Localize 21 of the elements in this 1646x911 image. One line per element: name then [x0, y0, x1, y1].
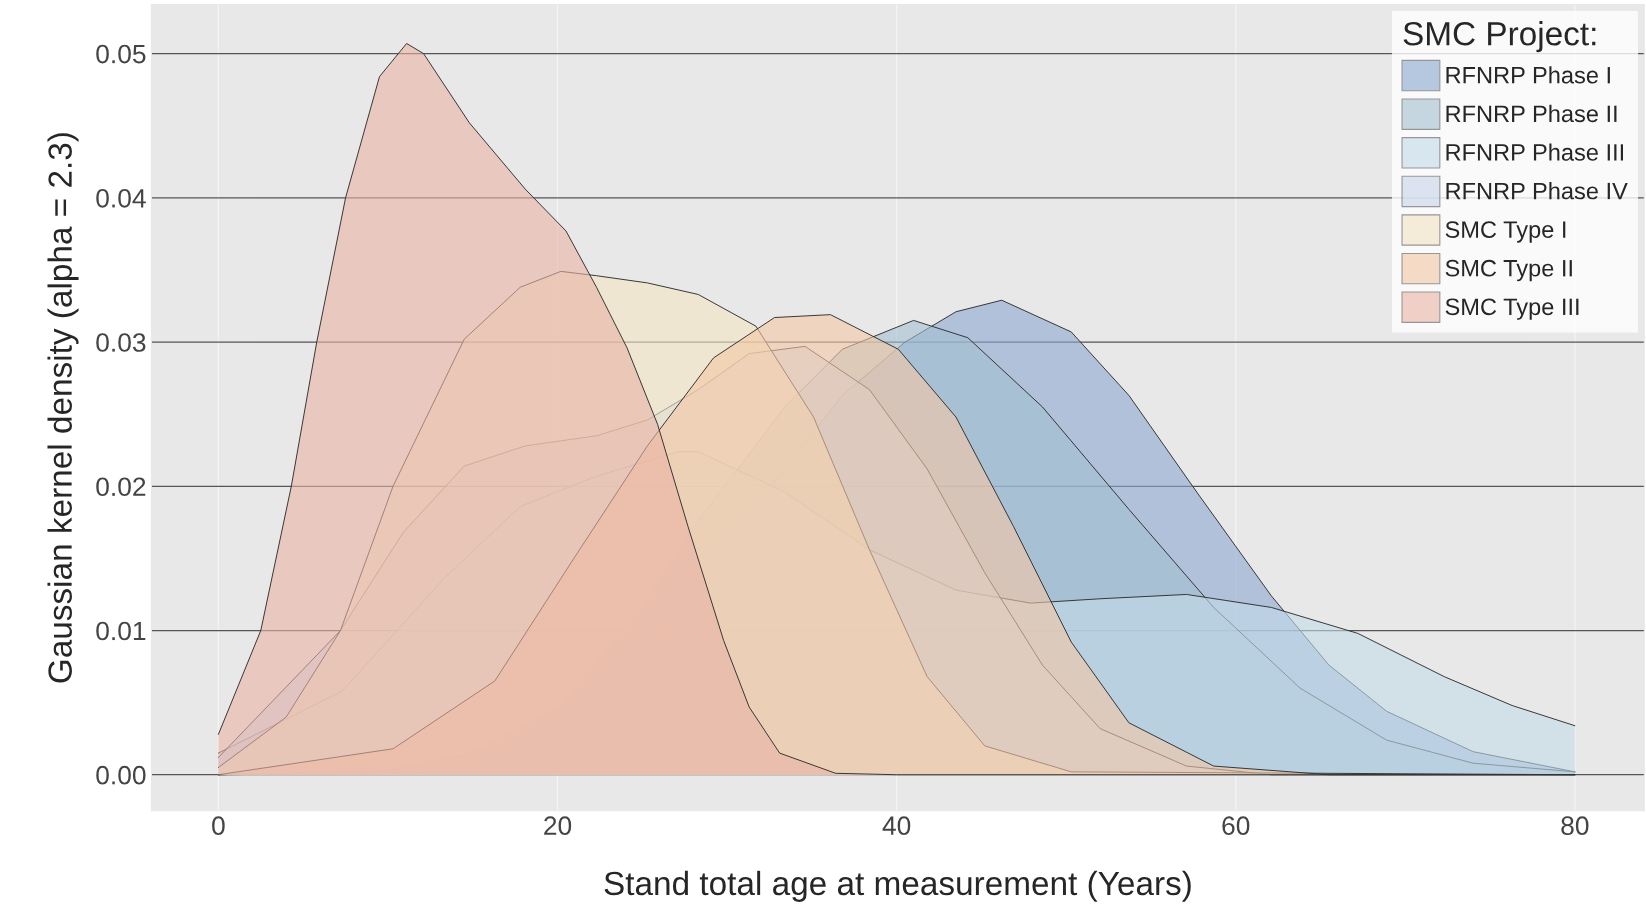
- legend-label: SMC Type I: [1445, 221, 1566, 243]
- y-tick-label: 0.00: [96, 765, 146, 785]
- x-tick-label: 60: [1222, 816, 1250, 836]
- x-tick-label: 40: [882, 816, 911, 836]
- y-tick-label: 0.03: [96, 333, 146, 352]
- legend-label: SMC Type II: [1445, 259, 1572, 282]
- y-tick-label: 0.05: [96, 44, 146, 64]
- legend-title: SMC Project:: [1403, 21, 1596, 53]
- legend-label: RFNRP Phase III: [1446, 143, 1624, 161]
- x-tick-label: 0: [212, 816, 225, 836]
- x-tick-label: 80: [1561, 816, 1589, 836]
- y-axis-title: Gaussian kernel density (alpha = 2.3): [47, 133, 79, 683]
- legend-label: RFNRP Phase II: [1446, 104, 1617, 123]
- y-tick-label: 0.04: [96, 188, 146, 208]
- legend-label: RFNRP Phase I: [1446, 66, 1610, 84]
- y-tick-label: 0.02: [96, 477, 146, 497]
- x-tick-label: 20: [544, 816, 572, 836]
- legend-label: SMC Type III: [1445, 298, 1579, 320]
- legend-label: RFNRP Phase IV: [1446, 182, 1628, 200]
- y-tick-label: 0.01: [96, 621, 146, 641]
- x-axis-title: Stand total age at measurement (Years): [604, 870, 1191, 902]
